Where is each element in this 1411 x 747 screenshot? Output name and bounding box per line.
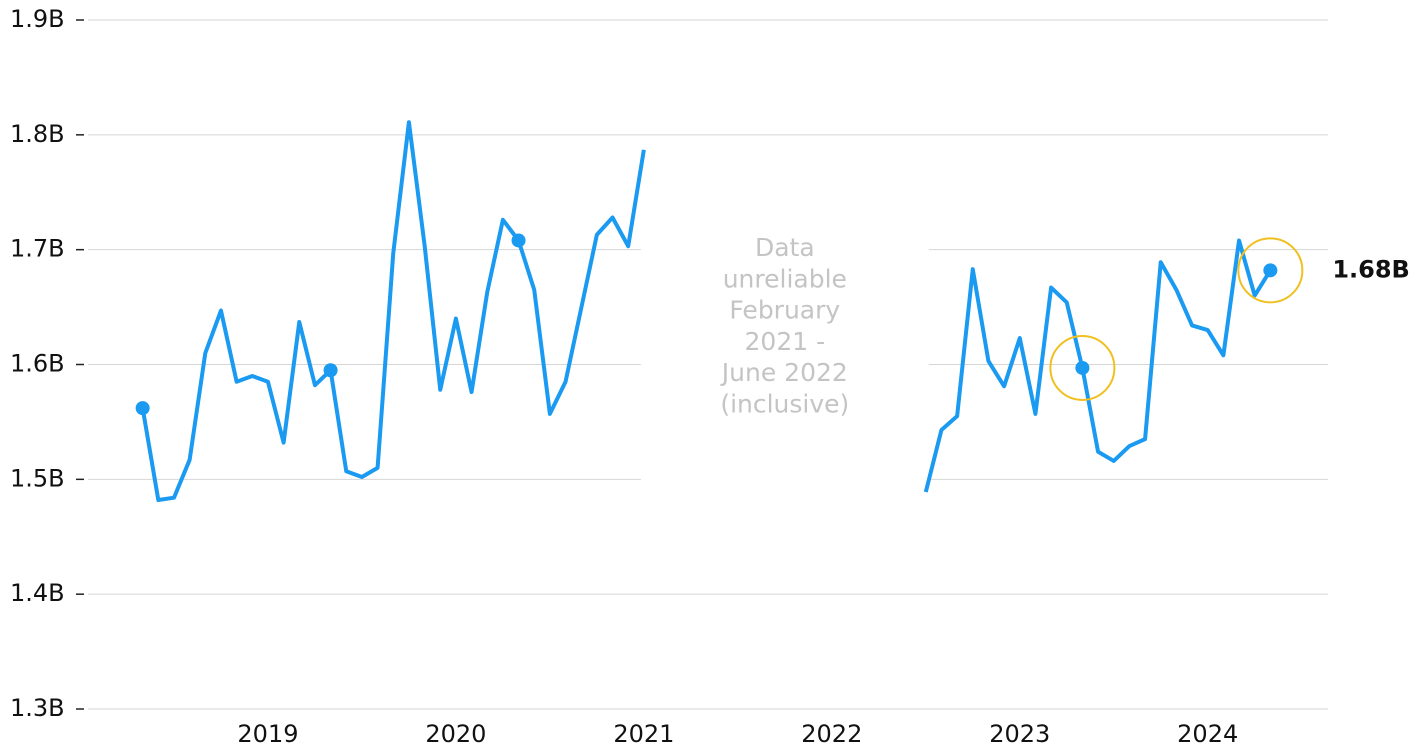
point — [135, 401, 150, 416]
x-tick-label: 2020 — [425, 720, 486, 747]
point — [1075, 360, 1090, 375]
highlight-ring — [1237, 237, 1304, 304]
y-tick-label: 1.8B — [10, 120, 65, 148]
annotation: February — [729, 296, 840, 325]
highlight-ring — [1049, 334, 1116, 401]
x-tick-label: 2023 — [989, 720, 1050, 747]
x-tick-label: 2019 — [237, 720, 298, 747]
annotation: Data — [755, 233, 815, 262]
annotation: June 2022 — [720, 358, 848, 387]
point — [1263, 263, 1278, 278]
point — [511, 233, 526, 248]
annotation: (inclusive) — [720, 390, 849, 419]
x-tick-label: 2022 — [801, 720, 862, 747]
annotation: unreliable — [723, 264, 847, 293]
x-tick-label: 2024 — [1177, 720, 1238, 747]
y-tick-label: 1.7B — [10, 235, 65, 263]
y-tick-label: 1.4B — [10, 579, 65, 607]
line — [140, 120, 646, 503]
y-tick-label: 1.3B — [10, 694, 65, 722]
y-tick-label: 1.5B — [10, 464, 65, 492]
x-tick-label: 2021 — [613, 720, 674, 747]
point — [323, 363, 338, 378]
y-tick-label: 1.6B — [10, 350, 65, 378]
value-label: 1.68B — [1332, 255, 1410, 283]
line — [923, 238, 1273, 493]
annotation: 2021 - — [745, 327, 826, 356]
y-tick-label: 1.9B — [10, 5, 65, 33]
